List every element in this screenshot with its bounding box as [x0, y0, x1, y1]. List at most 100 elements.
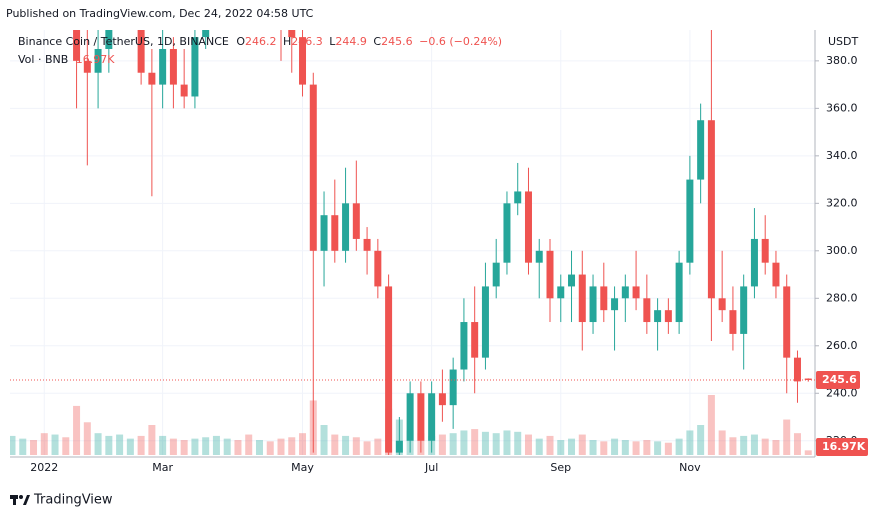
legend-change: −0.6 (−0.24%) [419, 35, 502, 48]
volume-bar [212, 435, 220, 455]
legend-key: C [373, 35, 381, 48]
volume-bar [191, 438, 199, 455]
volume-bar [363, 441, 371, 455]
y-tick-label: 340.0 [826, 149, 858, 162]
legend-value: 244.9 [335, 35, 367, 48]
volume-bar [804, 450, 812, 455]
volume-bar [223, 438, 231, 455]
candle-body [772, 262, 780, 287]
volume-bar [352, 437, 360, 455]
volume-bar [148, 425, 156, 455]
candle-body [578, 274, 586, 323]
volume-bar [772, 440, 780, 455]
volume-bar [611, 438, 619, 455]
volume-bar [514, 431, 522, 455]
volume-bar [761, 438, 769, 455]
x-tick-label: 2022 [30, 461, 58, 474]
y-tick-label: 360.0 [826, 101, 858, 114]
volume-bar [492, 433, 500, 455]
candle-body [654, 310, 662, 323]
volume-bar [137, 435, 145, 455]
x-tick-label: Jul [424, 461, 438, 474]
candle-body [535, 250, 543, 263]
candle-body [428, 393, 436, 441]
volume-legend: Vol · BNB 16.97K [18, 53, 115, 66]
candle-body [299, 37, 307, 85]
candle-body [438, 393, 446, 406]
volume-bar [600, 441, 608, 455]
brand-logo [10, 495, 30, 505]
candle-body [449, 369, 457, 406]
candle-body [363, 238, 371, 251]
volume-bar [374, 438, 382, 455]
volume-bar [686, 430, 694, 455]
volume-bar [643, 440, 651, 455]
candle-body [611, 298, 619, 311]
candle-body [503, 203, 511, 263]
volume-bar [19, 438, 27, 455]
brand: TradingView [33, 493, 113, 508]
volume-bar [277, 438, 285, 455]
candle-body [331, 215, 339, 251]
volume-bar [697, 425, 705, 455]
candle-body [169, 48, 177, 85]
candle-body [460, 322, 468, 370]
candle-body [546, 250, 554, 299]
x-tick-label: Sep [550, 461, 571, 474]
candle-body [761, 238, 769, 263]
candle-body [385, 286, 393, 453]
legend-title: Binance Coin / TetherUS, 1D, BINANCE [18, 35, 229, 48]
candle-body [804, 378, 812, 380]
candle-body [288, 30, 296, 38]
volume-bar [288, 437, 296, 455]
candle-body [750, 238, 758, 287]
volume-bar [546, 435, 554, 455]
volume-bar [557, 440, 565, 455]
candle-body [643, 298, 651, 323]
candle-body [202, 30, 210, 38]
volume-bar [105, 435, 113, 455]
candle-body [471, 322, 479, 358]
volume-bar [51, 434, 59, 455]
legend-value: 246.3 [291, 35, 323, 48]
published-note: Published on TradingView.com, Dec 24, 20… [6, 7, 314, 20]
candle-body [191, 37, 199, 97]
candle-body [783, 286, 791, 358]
candle-body [417, 393, 425, 441]
candle-body [729, 310, 737, 334]
candle-body [740, 286, 748, 334]
volume-bar [169, 438, 177, 455]
candle-body [395, 440, 403, 453]
volume-bar [793, 433, 801, 455]
volume-bar [675, 438, 683, 455]
volume-bar [126, 438, 134, 455]
y-tick-label: 320.0 [826, 196, 858, 209]
candle-body [686, 179, 694, 263]
volume-bar [535, 438, 543, 455]
volume-bar [750, 434, 758, 455]
volume-bar [342, 435, 350, 455]
volume-bar [30, 440, 38, 455]
legend-key: L [329, 35, 336, 48]
volume-bar [783, 419, 791, 455]
volume-bar [73, 405, 81, 455]
candle-body [600, 286, 608, 311]
volume-bar [255, 440, 263, 455]
volume-bar [159, 435, 167, 455]
volume-bar [83, 422, 91, 455]
candle-body [94, 48, 102, 73]
candle-body [621, 286, 629, 299]
volume-bar [202, 437, 210, 455]
candle-body [137, 30, 145, 73]
volume-bar [299, 433, 307, 455]
x-tick-label: Mar [152, 461, 173, 474]
volume-bar [449, 433, 457, 455]
candle-body [514, 191, 522, 204]
volume-bar [621, 440, 629, 455]
candle-body [342, 203, 350, 251]
x-tick-label: Nov [679, 461, 701, 474]
candle-body [492, 262, 500, 287]
candle-body [105, 30, 113, 49]
candle-body [793, 357, 801, 382]
volume-bar [654, 441, 662, 455]
